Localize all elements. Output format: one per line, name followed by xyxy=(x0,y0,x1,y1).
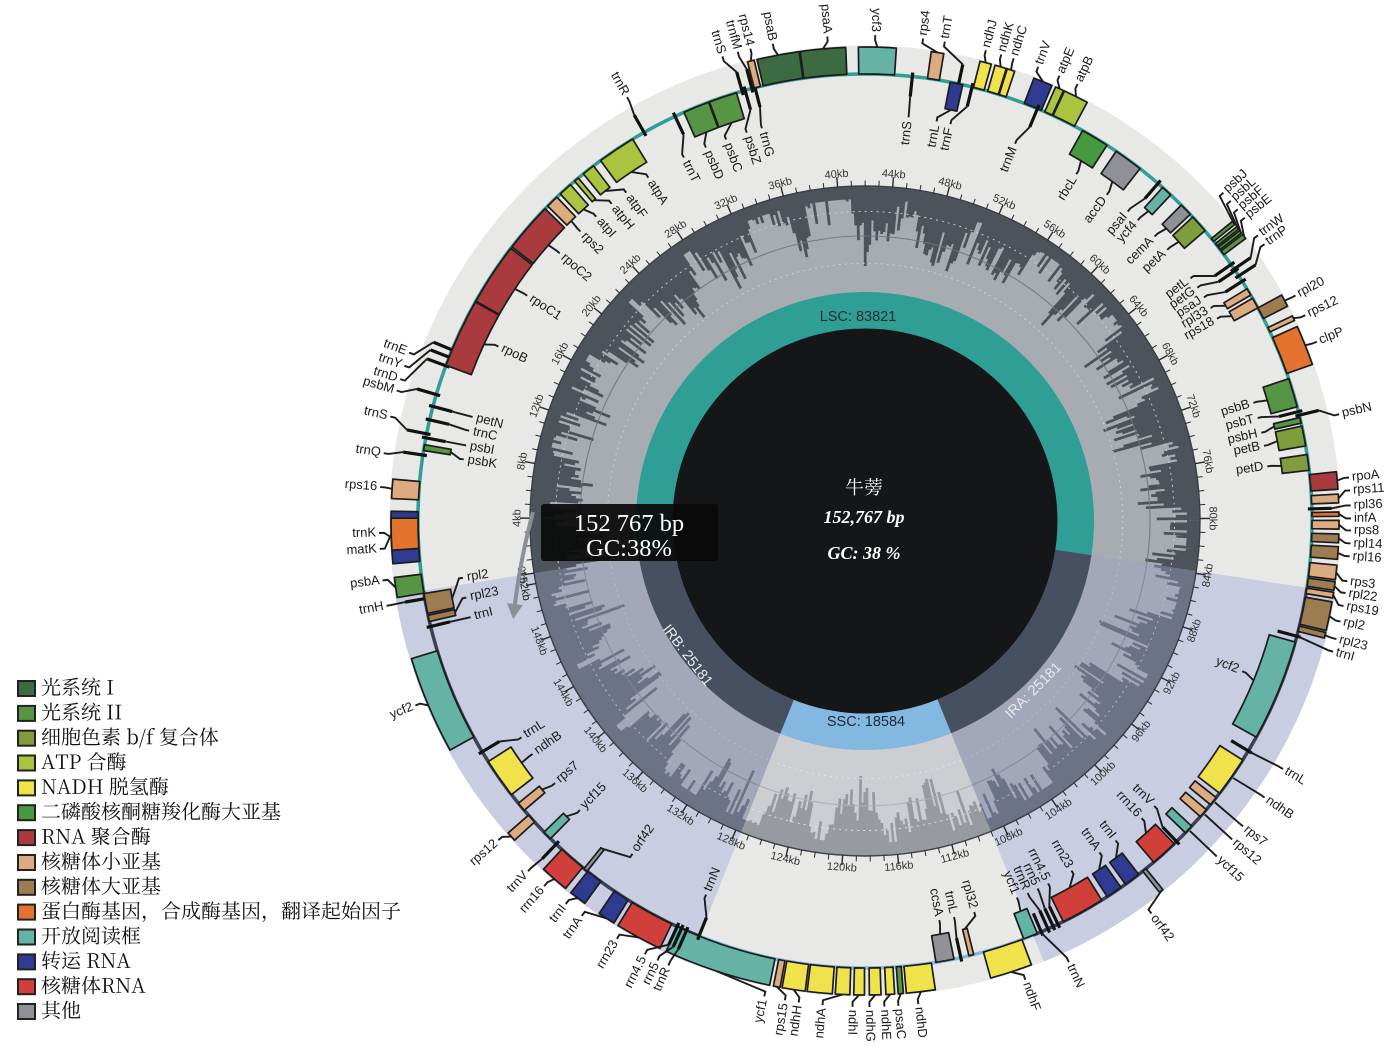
svg-text:rps16: rps16 xyxy=(344,476,377,493)
svg-text:120kb: 120kb xyxy=(826,861,857,875)
svg-text:80kb: 80kb xyxy=(1207,506,1219,530)
svg-text:ycf3: ycf3 xyxy=(869,8,884,32)
svg-text:rpl16: rpl16 xyxy=(1352,548,1382,565)
svg-text:ndhI: ndhI xyxy=(845,1010,861,1036)
svg-text:rpl2: rpl2 xyxy=(466,566,490,584)
svg-text:rps4: rps4 xyxy=(915,9,933,36)
svg-text:LSC: 83821: LSC: 83821 xyxy=(820,309,897,325)
svg-text:SSC: 18584: SSC: 18584 xyxy=(827,714,905,730)
svg-text:152,767 bp: 152,767 bp xyxy=(824,507,905,527)
svg-text:matK: matK xyxy=(346,541,377,558)
svg-text:GC: 38 %: GC: 38 % xyxy=(828,543,901,563)
svg-text:ndhE: ndhE xyxy=(878,1009,894,1040)
svg-text:psaA: psaA xyxy=(818,3,835,34)
svg-text:trnK: trnK xyxy=(352,524,377,540)
svg-text:4kb: 4kb xyxy=(511,509,523,527)
svg-text:trnS: trnS xyxy=(897,120,915,146)
svg-text:152 767 bp: 152 767 bp xyxy=(574,510,684,537)
svg-text:40kb: 40kb xyxy=(824,168,849,182)
svg-text:ndhG: ndhG xyxy=(863,1010,878,1041)
svg-text:GC:38%: GC:38% xyxy=(586,535,672,562)
svg-text:rps11: rps11 xyxy=(1352,480,1384,497)
svg-text:ndhA: ndhA xyxy=(811,1007,829,1039)
svg-text:44kb: 44kb xyxy=(881,168,906,182)
